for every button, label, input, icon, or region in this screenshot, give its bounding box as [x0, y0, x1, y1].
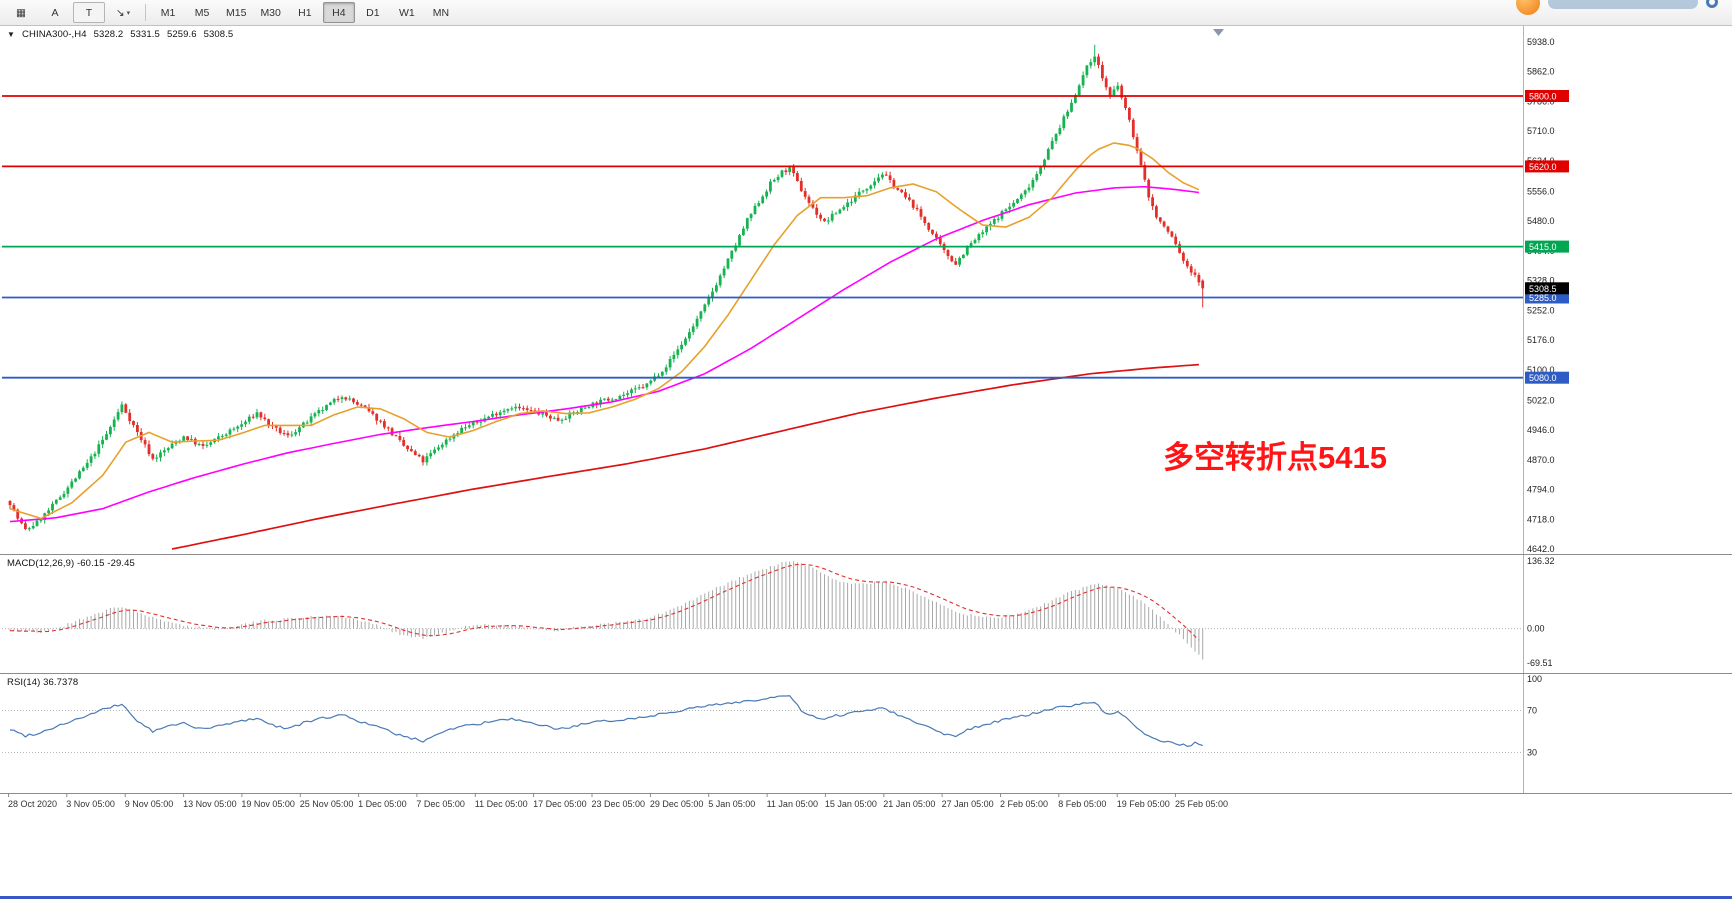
time-tick-label: 11 Dec 05:00 [475, 799, 528, 809]
chevron-down-icon: ▾ [126, 9, 131, 17]
price-badge-5308.5: 5308.5 [1525, 282, 1569, 295]
timeframe-h1-button[interactable]: H1 [298, 6, 312, 19]
time-tick-label: 25 Feb 05:00 [1175, 799, 1228, 809]
rsi-tick-label: 70 [1527, 706, 1537, 716]
price-tick-label: 5176.0 [1527, 335, 1555, 345]
time-tick-label: 9 Nov 05:00 [125, 799, 174, 809]
price-tick-label: 5938.0 [1527, 37, 1555, 47]
price-tick-label: 4870.0 [1527, 455, 1555, 465]
ma-slow-line [171, 363, 1199, 550]
svg-text:5415.0: 5415.0 [1529, 242, 1557, 252]
price-badge-5800.0: 5800.0 [1525, 90, 1569, 102]
price-tick-label: 5480.0 [1527, 216, 1555, 226]
time-tick-label: 13 Nov 05:00 [183, 799, 237, 809]
time-tick-label: 8 Feb 05:00 [1058, 799, 1106, 809]
rsi-tick-label: 30 [1527, 748, 1537, 758]
rsi-header: RSI(14) 36.7378 [7, 677, 79, 688]
price-tick-label: 4794.0 [1527, 485, 1555, 495]
symbol-ohlc-header: ▼ CHINA300-,H4 5328.2 5331.5 5259.6 5308… [7, 29, 233, 40]
timeframe-h4-button[interactable]: H4 [322, 2, 355, 23]
macd-indicator-pane[interactable]: MACD(12,26,9) -60.15 -29.45 136.32 0.00 -6… [0, 555, 1732, 674]
svg-text:5285.0: 5285.0 [1529, 293, 1557, 303]
arrow-icon: ↘ [115, 6, 125, 19]
time-tick-label: 1 Dec 05:00 [358, 799, 407, 809]
price-tick-label: 5328.0 [1527, 276, 1555, 286]
time-tick-label: 17 Dec 05:00 [533, 799, 587, 809]
price-chart-pane[interactable]: ▼ CHINA300-,H4 5328.2 5331.5 5259.6 5308… [0, 26, 1732, 555]
time-tick-label: 27 Jan 05:00 [942, 799, 994, 809]
svg-text:5080.0: 5080.0 [1529, 373, 1557, 383]
macd-header: MACD(12,26,9) -60.15 -29.45 [7, 558, 135, 569]
timeframe-w1-button[interactable]: W1 [399, 6, 415, 19]
time-axis[interactable]: 28 Oct 2020 3 Nov 05:00 9 Nov 05:00 13 Nov … [0, 794, 1732, 814]
time-tick-label: 23 Dec 05:00 [592, 799, 646, 809]
shift-marker-icon[interactable] [1213, 29, 1224, 36]
time-tick-label: 28 Oct 2020 [8, 799, 57, 809]
price-tick-label: 4642.0 [1527, 544, 1555, 554]
macd-tick-label: 0.00 [1527, 624, 1545, 634]
price-tick-label: 5022.0 [1527, 395, 1555, 405]
annotation-text[interactable]: 多空转折点5415 [1163, 440, 1387, 475]
price-badge-5285.0: 5285.0 [1525, 291, 1569, 304]
price-tick-label: 5710.0 [1527, 126, 1555, 136]
low-value: 5259.6 [166, 29, 197, 40]
svg-text:5620.0: 5620.0 [1529, 162, 1557, 172]
arrow-tool-button[interactable]: ↘ ▾ [107, 2, 139, 23]
time-tick-label: 21 Jan 05:00 [883, 799, 935, 809]
timeframe-m5-button[interactable]: M5 [194, 6, 210, 19]
time-tick-label: 2 Feb 05:00 [1000, 799, 1048, 809]
macd-tick-label: 136.32 [1527, 556, 1555, 566]
time-tick-label: 5 Jan 05:00 [708, 799, 755, 809]
ma-fast-line [9, 142, 1200, 520]
time-tick-label: 25 Nov 05:00 [300, 799, 354, 809]
price-tick-label: 5100.0 [1527, 365, 1555, 375]
symbol-label: CHINA300-,H4 [22, 29, 87, 40]
time-tick-label: 11 Jan 05:00 [767, 799, 818, 809]
candlestick-series [8, 44, 1205, 532]
timeframe-m1-button[interactable]: M1 [160, 6, 176, 19]
main-toolbar: ▦ A T ↘ ▾ M1 M5 M15 M30 H1 H4 D1 W1 MN [0, 0, 1732, 26]
timeframe-d1-button[interactable]: D1 [366, 6, 380, 19]
ma-mid-line [9, 185, 1200, 523]
time-tick-label: 7 Dec 05:00 [416, 799, 465, 809]
timeframe-m30-button[interactable]: M30 [260, 6, 281, 19]
price-badge-5080.0: 5080.0 [1525, 371, 1569, 384]
rsi-indicator-pane[interactable]: RSI(14) 36.7378 100 70 30 [0, 674, 1732, 794]
price-tick-label: 5862.0 [1527, 67, 1555, 77]
price-badge-5620.0: 5620.0 [1525, 160, 1569, 173]
collapse-icon[interactable]: ▼ [7, 30, 16, 39]
price-badge-5415.0: 5415.0 [1525, 240, 1569, 253]
rsi-tick-label: 100 [1527, 674, 1542, 684]
macd-signal-line [9, 563, 1200, 641]
svg-text:5308.5: 5308.5 [1529, 284, 1557, 294]
time-tick-label: 29 Dec 05:00 [650, 799, 704, 809]
timeframe-mn-button[interactable]: MN [432, 6, 450, 19]
open-value: 5328.2 [93, 29, 124, 40]
high-value: 5331.5 [130, 29, 160, 40]
price-tick-label: 4946.0 [1527, 425, 1555, 435]
price-tick-label: 4718.0 [1527, 514, 1555, 524]
timeframe-m15-button[interactable]: M15 [226, 6, 247, 19]
cursor-a-tool-button[interactable]: A [51, 6, 59, 19]
time-tick-label: 19 Nov 05:00 [241, 799, 295, 809]
time-tick-label: 19 Feb 05:00 [1117, 799, 1170, 809]
toolbar-separator [145, 4, 146, 21]
price-tick-label: 5252.0 [1527, 305, 1555, 315]
rsi-line [9, 695, 1203, 748]
grid-icon[interactable]: ▦ [16, 6, 26, 19]
text-tool-button[interactable]: T [73, 2, 105, 23]
window-bottom-edge [0, 896, 1732, 899]
price-tick-label: 5556.0 [1527, 186, 1555, 196]
close-value: 5308.5 [203, 29, 234, 40]
macd-tick-label: -69.51 [1527, 658, 1553, 668]
time-tick-label: 15 Jan 05:00 [825, 799, 877, 809]
macd-histogram [9, 561, 1204, 660]
time-tick-label: 3 Nov 05:00 [66, 799, 115, 809]
svg-text:5800.0: 5800.0 [1529, 92, 1557, 102]
